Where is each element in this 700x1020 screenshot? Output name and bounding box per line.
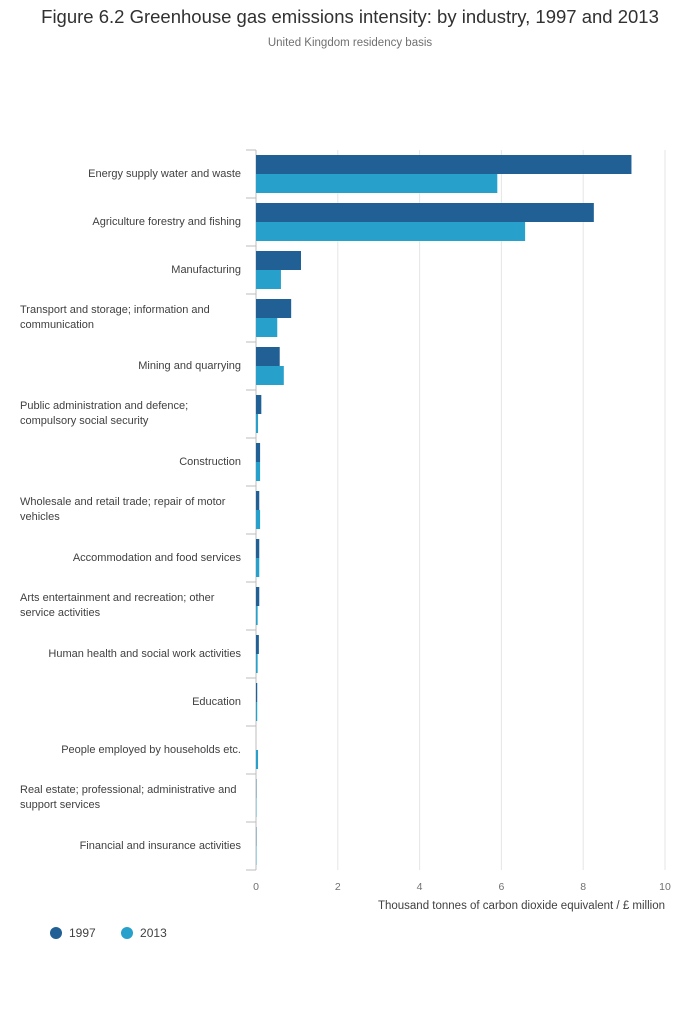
bar-1997 — [256, 395, 262, 414]
category-label: Agriculture forestry and fishing — [92, 215, 241, 228]
bar-2013 — [256, 270, 281, 289]
bar-1997 — [256, 251, 301, 270]
bar-2013 — [256, 558, 260, 577]
bar-2013 — [256, 414, 259, 433]
x-tick-label: 6 — [498, 881, 504, 893]
bar-1997 — [256, 155, 632, 174]
x-tick-label: 8 — [580, 881, 586, 893]
category-label: Education — [192, 695, 241, 708]
bar-2013 — [256, 462, 261, 481]
category-label: People employed by households etc. — [61, 743, 241, 756]
bar-2013 — [256, 750, 259, 769]
category-label: Energy supply water and waste — [88, 167, 241, 180]
bar-2013 — [256, 606, 258, 625]
category-label: Public administration and defence; compu… — [20, 400, 189, 427]
category-label: Construction — [179, 455, 241, 468]
category-label: Accommodation and food services — [72, 551, 241, 564]
x-tick-label: 2 — [335, 881, 341, 893]
bar-1997 — [256, 587, 260, 606]
bar-1997 — [256, 683, 258, 702]
bar-1997 — [256, 539, 260, 558]
x-tick-label: 10 — [659, 881, 671, 893]
x-axis-title: Thousand tonnes of carbon dioxide equiva… — [377, 900, 665, 912]
legend-label-2013: 2013 — [140, 926, 167, 940]
legend-item-1997[interactable]: 1997 — [50, 926, 96, 940]
bar-2013 — [256, 222, 526, 241]
legend: 1997 2013 — [50, 926, 189, 942]
x-tick-label: 0 — [253, 881, 259, 893]
legend-swatch-2013 — [121, 927, 134, 939]
legend-item-2013[interactable]: 2013 — [121, 926, 167, 940]
bar-1997 — [256, 299, 292, 318]
bar-2013 — [256, 366, 284, 385]
category-label: Human health and social work activities — [48, 647, 241, 660]
category-label: Manufacturing — [171, 263, 241, 276]
bar-1997 — [256, 203, 594, 222]
bar-1997 — [256, 635, 259, 654]
legend-label-1997: 1997 — [69, 926, 96, 940]
bar-1997 — [256, 347, 280, 366]
chart-subtitle: United Kingdom residency basis — [267, 37, 433, 49]
category-label: Real estate; professional; administrativ… — [20, 784, 237, 811]
category-label: Mining and quarrying — [138, 359, 241, 372]
bar-1997 — [256, 491, 260, 510]
bar-2013 — [256, 174, 498, 193]
bar-2013 — [256, 654, 258, 673]
bar-2013 — [256, 318, 278, 337]
chart-title: Figure 6.2 Greenhouse gas emissions inte… — [41, 6, 659, 27]
bar-1997 — [256, 443, 261, 462]
legend-swatch-1997 — [50, 927, 62, 939]
category-label: Financial and insurance activities — [79, 839, 241, 852]
bar-2013 — [256, 702, 258, 721]
category-label: Arts entertainment and recreation; other… — [20, 592, 215, 619]
x-tick-label: 4 — [417, 881, 423, 893]
category-label: Wholesale and retail trade; repair of mo… — [20, 496, 226, 523]
category-label: Transport and storage; information and c… — [20, 304, 210, 331]
bar-2013 — [256, 510, 261, 529]
